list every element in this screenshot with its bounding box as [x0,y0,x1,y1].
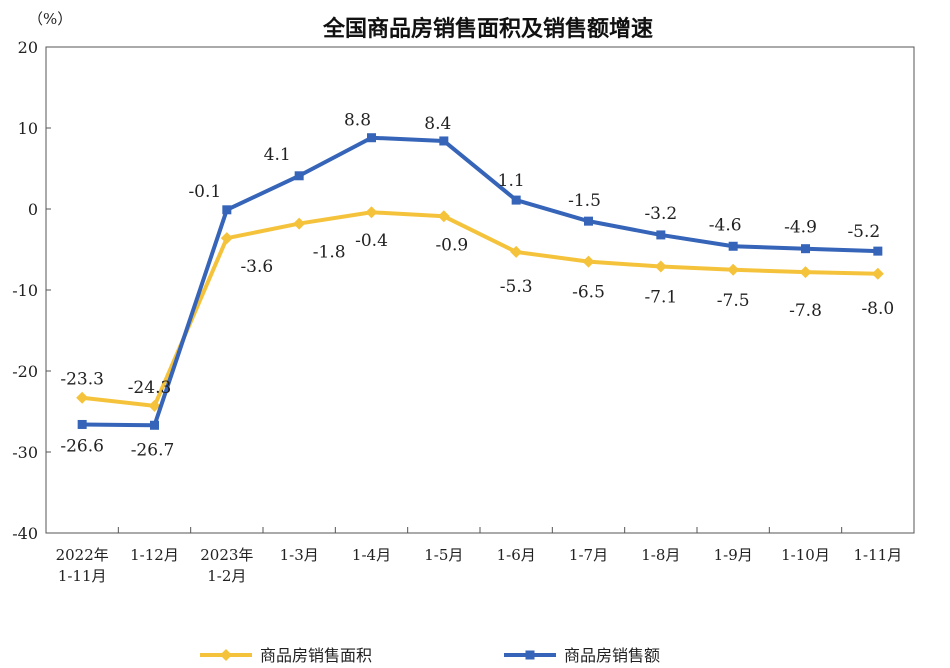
series-layer [76,133,884,430]
series-line-1 [82,135,878,428]
data-label: -7.5 [717,291,750,311]
data-label: -26.6 [60,436,104,456]
y-tick-label: -30 [12,443,38,462]
data-point-diamond [871,267,884,280]
data-label: -23.3 [60,370,104,390]
y-tick-label: -40 [12,524,38,543]
data-point-square [439,136,449,146]
data-label: 8.4 [424,114,451,134]
data-point-square [728,241,738,251]
data-point-square [294,171,304,181]
data-point-diamond [76,391,89,404]
data-point-diamond [365,206,378,219]
data-point-square [367,133,376,143]
x-tick-label: 2023年 [200,546,253,564]
data-label: -4.9 [784,218,817,238]
data-point-square [656,230,666,240]
data-point-diamond [510,245,523,258]
data-point-diamond [727,263,740,276]
data-point-diamond [148,399,161,412]
data-label: 4.1 [264,145,291,165]
data-label: 8.8 [344,111,371,131]
x-tick-label: 1-11月 [58,567,107,585]
data-label: -6.5 [572,283,605,303]
data-label: -0.9 [435,235,468,255]
x-tick-label: 1-5月 [424,546,463,564]
data-point-square [222,205,232,215]
data-point-diamond [654,260,667,273]
x-tick-label: 1-7月 [569,546,608,564]
data-label: -3.2 [644,204,677,224]
data-label: -8.0 [861,299,894,319]
legend-label: 商品房销售额 [564,646,660,665]
data-label: -4.6 [709,215,742,235]
data-point-diamond [293,217,306,230]
data-label: -1.5 [568,191,601,211]
x-tick-label: 1-6月 [497,546,536,564]
data-label: -24.3 [128,378,172,398]
legend: 商品房销售面积 商品房销售额 [200,646,660,665]
x-tick-label: 1-4月 [352,546,391,564]
data-label: -5.3 [500,277,533,297]
y-tick-label: 0 [28,200,38,219]
x-tick-label: 1-2月 [207,567,246,585]
x-tick-label: 2022年 [56,546,109,564]
data-label: -0.1 [188,182,221,202]
data-label: -5.2 [847,222,880,242]
data-labels: -23.3 -24.3 -3.6 -1.8 -0.4 -0.9 -5.3 -6.5 -7.1 -7… [60,111,894,461]
data-point-diamond [220,232,233,245]
data-point-square [77,419,87,429]
data-label: -7.8 [789,301,822,321]
x-tick-label: 1-11月 [853,546,902,564]
legend-marker-square [525,650,535,660]
data-label: -3.6 [240,257,273,277]
y-axis: 20 10 0 -10 -20 -30 -40 [12,38,51,543]
y-unit-label: （%） [28,10,72,28]
data-label: -1.8 [313,243,346,263]
x-tick-label: 1-10月 [781,546,830,564]
data-label: 1.1 [498,171,525,191]
series-line-0 [81,210,878,408]
y-tick-label: -10 [12,281,38,300]
data-label: -0.4 [355,231,388,251]
x-axis: 2022年 1-11月 1-12月 2023年 1-2月 1-3月 1-4月 1-5月 1-6月… [45,527,915,585]
legend-marker-diamond [220,649,232,661]
plot-frame [45,46,915,534]
data-label: -7.1 [644,288,677,308]
data-point-diamond [582,255,595,268]
data-point-square [511,195,521,205]
data-point-square [150,420,159,430]
y-tick-label: 10 [18,119,38,138]
data-point-diamond [437,210,450,223]
data-label: -26.7 [131,440,175,460]
y-tick-label: 20 [18,38,38,57]
data-point-diamond [799,266,812,279]
x-tick-label: 1-12月 [130,546,179,564]
x-tick-label: 1-9月 [714,546,753,564]
legend-label: 商品房销售面积 [260,646,372,665]
chart-title: 全国商品房销售面积及销售额增速 [322,16,653,42]
data-point-square [801,244,810,254]
data-point-square [584,216,593,226]
data-point-square [873,246,883,256]
x-tick-label: 1-3月 [280,546,319,564]
x-tick-label: 1-8月 [641,546,680,564]
y-tick-label: -20 [12,362,38,381]
